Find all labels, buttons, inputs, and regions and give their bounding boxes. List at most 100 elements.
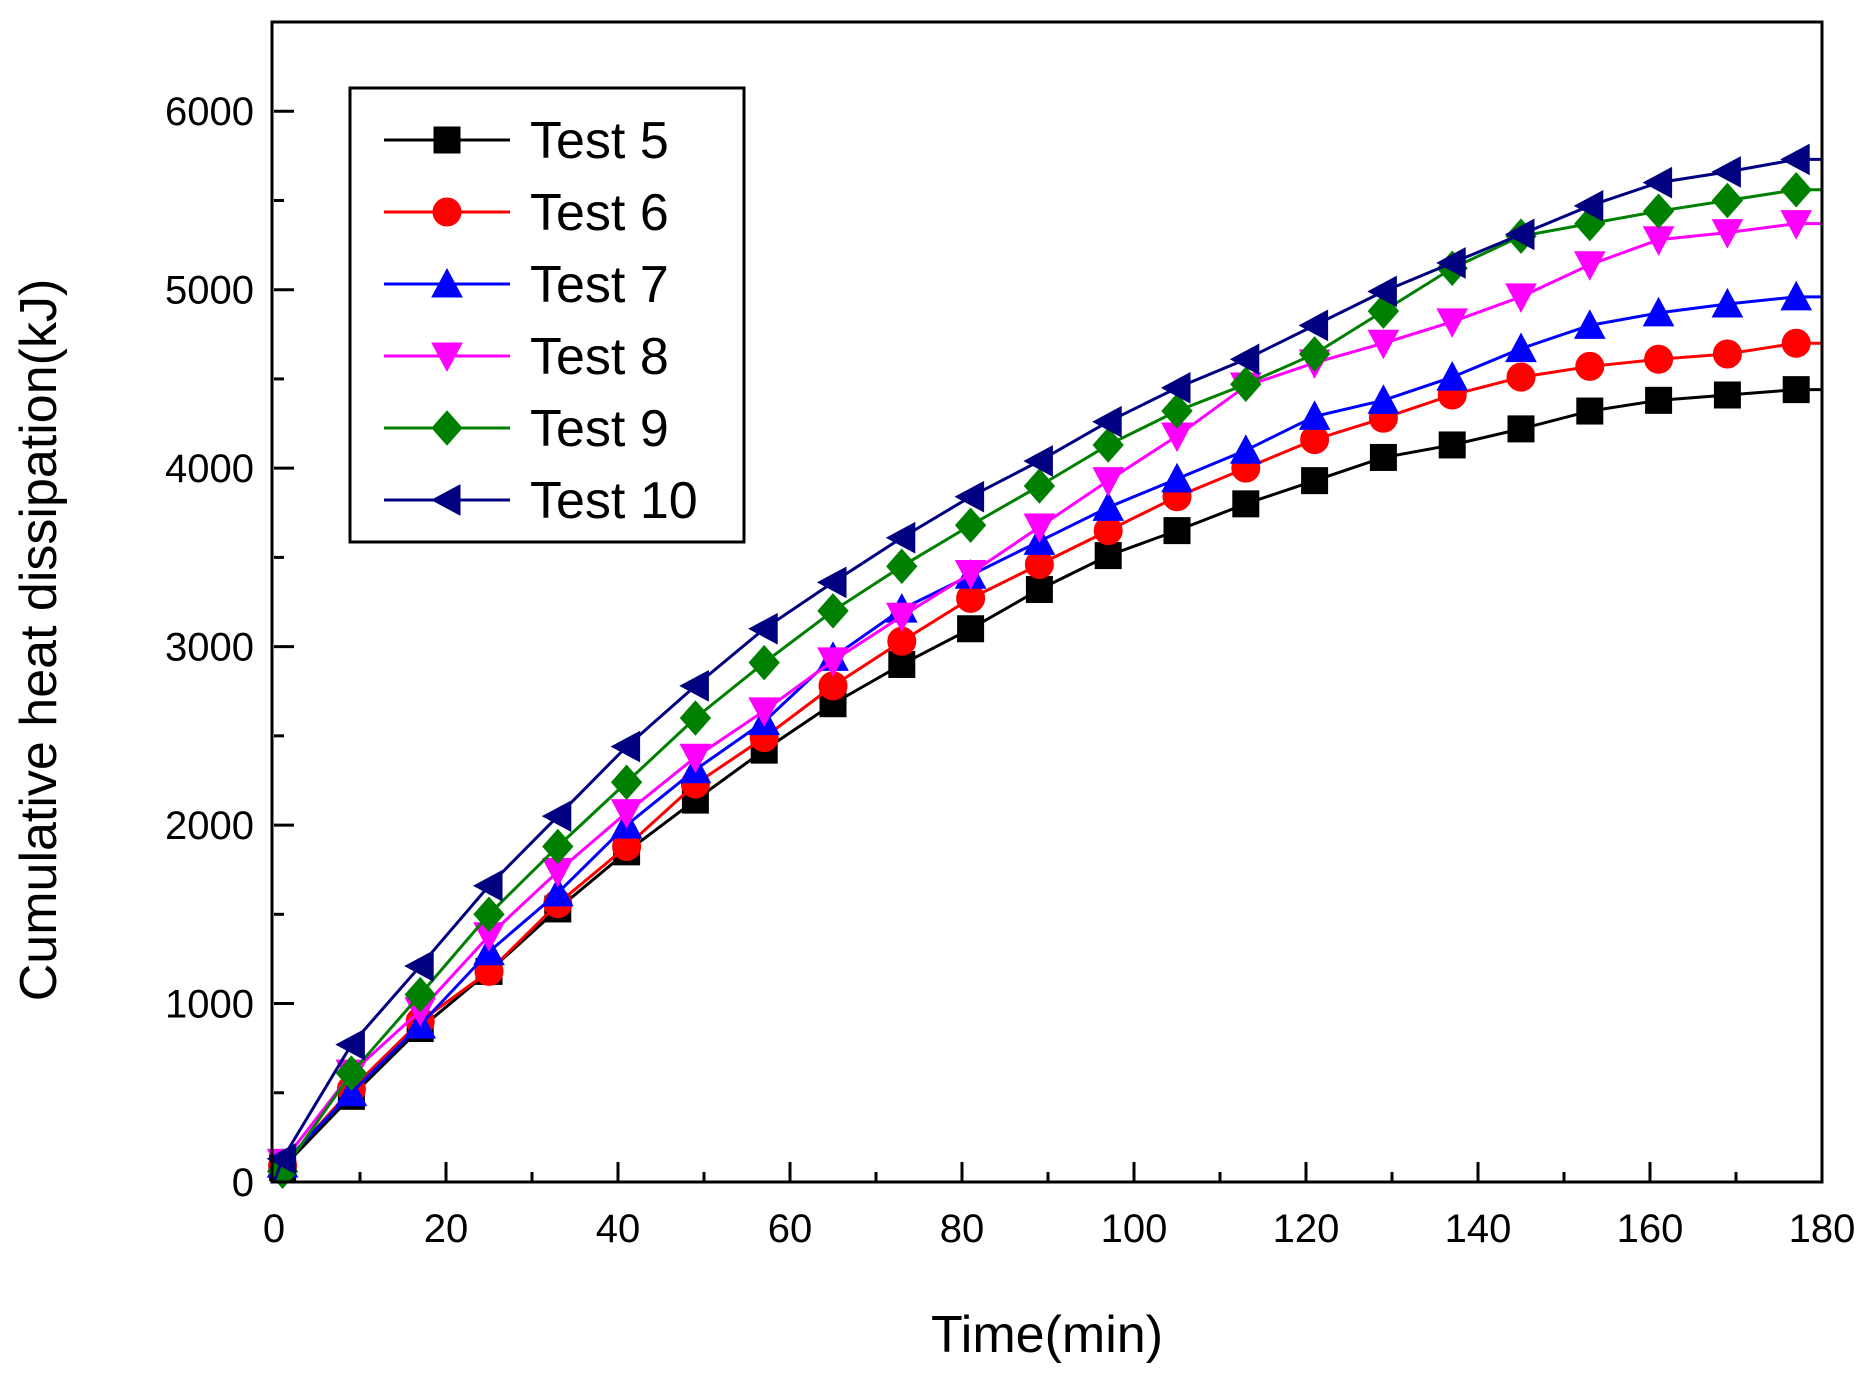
- data-point: [1023, 445, 1053, 477]
- data-point: [954, 559, 987, 590]
- data-point: [748, 697, 781, 727]
- data-point: [1092, 491, 1125, 521]
- data-point: [1023, 513, 1056, 544]
- data-point: [817, 593, 849, 629]
- legend-marker: [431, 410, 463, 446]
- data-point: [885, 521, 916, 554]
- legend-item: Test 5: [384, 112, 669, 170]
- y-tick-label: 3000: [165, 626, 254, 670]
- data-point: [335, 1028, 365, 1061]
- data-point: [885, 602, 918, 633]
- data-point: [1298, 336, 1331, 372]
- data-point: [817, 647, 849, 677]
- legend-marker: [431, 342, 463, 373]
- tick-layer: 0 20 40 60 80 100 120 140 160 180 0 1000 2000 3000 400…: [165, 20, 1856, 1251]
- data-point: [1369, 443, 1397, 471]
- x-tick-label: 20: [424, 1207, 469, 1251]
- data-point: [1367, 329, 1400, 360]
- data-point: [748, 644, 780, 681]
- data-point: [1711, 182, 1744, 219]
- data-point: [1642, 296, 1675, 327]
- data-point: [1023, 468, 1056, 504]
- legend: Test 5 Test 6 Test 7 Test 8 Test 9 Test 10: [348, 86, 746, 544]
- series-test-10: [266, 143, 1822, 1183]
- data-point: [1505, 283, 1537, 313]
- data-point: [1298, 309, 1329, 342]
- data-point: [1573, 251, 1606, 281]
- legend-item: Test 8: [384, 328, 669, 386]
- y-tick-label: 2000: [165, 804, 254, 848]
- legend-item: Test 10: [384, 472, 698, 530]
- data-point: [610, 730, 641, 763]
- legend-item: Test 9: [384, 400, 669, 458]
- legend-marker: [432, 197, 462, 227]
- data-point: [1230, 366, 1262, 403]
- data-point: [1645, 386, 1673, 414]
- legend-label: Test 9: [530, 400, 669, 458]
- data-point: [1711, 287, 1744, 318]
- data-point: [266, 1142, 297, 1175]
- data-point: [1506, 362, 1536, 392]
- legend-item: Test 6: [384, 184, 669, 242]
- x-axis-title: Time(min): [931, 1306, 1163, 1364]
- y-tick-label: 6000: [165, 90, 254, 134]
- data-point: [1367, 275, 1397, 308]
- data-point: [679, 743, 712, 774]
- data-point: [1780, 210, 1813, 240]
- data-point: [1160, 372, 1191, 404]
- x-tick-label: 160: [1617, 1207, 1684, 1251]
- data-point: [404, 976, 436, 1013]
- data-point: [1644, 344, 1674, 374]
- x-tick-label: 180: [1789, 1207, 1856, 1251]
- data-point: [335, 1076, 368, 1107]
- data-point: [1229, 343, 1260, 376]
- data-point: [1575, 351, 1605, 381]
- data-point: [1711, 156, 1741, 188]
- legend-label: Test 10: [530, 472, 698, 530]
- data-point: [1713, 381, 1741, 409]
- data-point: [1712, 339, 1742, 369]
- data-point: [1438, 431, 1466, 459]
- data-point: [1436, 308, 1469, 338]
- data-point: [1507, 415, 1535, 443]
- data-point: [1505, 332, 1537, 363]
- data-point: [1161, 462, 1193, 493]
- data-point: [888, 650, 916, 678]
- data-point: [542, 828, 574, 865]
- y-tick-label: 4000: [165, 447, 254, 491]
- data-point: [886, 548, 918, 585]
- data-point: [679, 670, 709, 702]
- data-point: [541, 800, 572, 832]
- data-point: [473, 896, 505, 933]
- data-point: [610, 764, 643, 801]
- legend-marker: [430, 484, 461, 516]
- legend-label: Test 5: [530, 112, 669, 170]
- data-point: [748, 612, 778, 645]
- data-point: [1573, 309, 1606, 339]
- data-point: [1092, 467, 1125, 497]
- data-point: [1436, 361, 1469, 391]
- data-point: [1367, 384, 1400, 414]
- data-point: [1504, 218, 1535, 251]
- legend-marker: [433, 126, 461, 154]
- data-point: [1298, 400, 1331, 430]
- data-point: [404, 950, 434, 982]
- legend-box: [348, 86, 746, 544]
- data-point: [1780, 171, 1812, 208]
- data-point: [472, 869, 503, 902]
- data-point: [816, 566, 847, 599]
- data-point: [1301, 467, 1329, 495]
- x-tick-label: 0: [263, 1207, 285, 1251]
- legend-label: Test 6: [530, 184, 669, 242]
- data-point: [954, 507, 987, 544]
- data-point: [1711, 219, 1744, 249]
- x-tick-label: 140: [1445, 1207, 1512, 1251]
- data-point: [1092, 405, 1122, 438]
- data-point: [1780, 143, 1810, 176]
- data-point: [1161, 393, 1193, 429]
- data-point: [1232, 490, 1260, 518]
- data-point: [1642, 226, 1675, 256]
- data-point: [1573, 189, 1604, 222]
- data-point: [1642, 193, 1675, 229]
- data-point: [335, 1055, 368, 1091]
